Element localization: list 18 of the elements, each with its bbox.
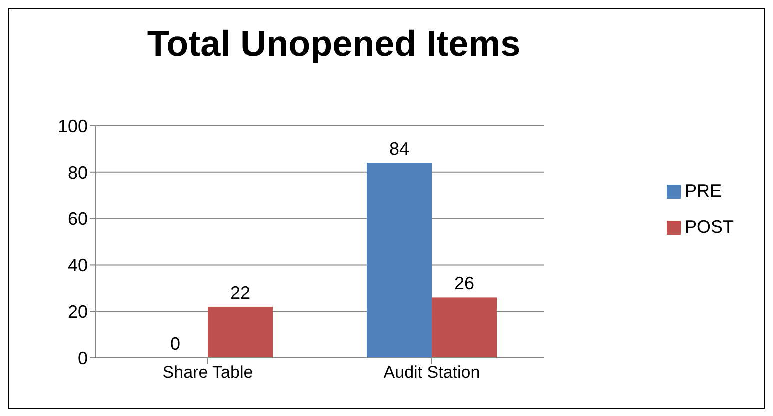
y-tick-label: 20	[68, 302, 88, 322]
data-label: 26	[454, 274, 475, 294]
bar	[432, 298, 498, 358]
y-tick-label: 60	[68, 209, 88, 230]
y-tick-label: 40	[68, 256, 88, 276]
y-tick-label: 100	[58, 116, 88, 136]
chart-title: Total Unopened Items	[146, 23, 522, 65]
legend-label: PRE	[684, 180, 722, 200]
legend-label: POST	[684, 216, 734, 236]
y-tick-label: 80	[68, 162, 88, 183]
bar	[367, 163, 432, 358]
data-label: 0	[170, 334, 181, 354]
bar	[208, 306, 274, 358]
y-tick-label: 0	[78, 348, 88, 368]
data-label: 84	[390, 139, 410, 160]
x-tick-label: Audit Station	[384, 363, 480, 382]
data-label: 22	[230, 282, 251, 303]
x-tick-label: Share Table	[162, 363, 254, 382]
